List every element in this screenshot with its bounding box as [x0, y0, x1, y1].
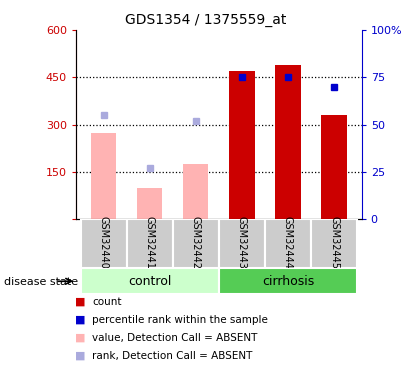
Text: control: control: [128, 275, 171, 288]
Text: GDS1354 / 1375559_at: GDS1354 / 1375559_at: [125, 13, 286, 27]
Bar: [127, 219, 173, 268]
Text: percentile rank within the sample: percentile rank within the sample: [92, 315, 268, 325]
Text: ■: ■: [75, 315, 85, 325]
Bar: [219, 268, 357, 294]
Bar: [173, 219, 219, 268]
Text: cirrhosis: cirrhosis: [262, 275, 314, 288]
Bar: [275, 65, 300, 219]
Bar: [321, 115, 347, 219]
Text: GSM32442: GSM32442: [191, 216, 201, 269]
Text: ■: ■: [75, 297, 85, 307]
Text: value, Detection Call = ABSENT: value, Detection Call = ABSENT: [92, 333, 258, 343]
Bar: [311, 219, 357, 268]
Bar: [265, 219, 311, 268]
Text: GSM32441: GSM32441: [145, 216, 155, 269]
Text: ■: ■: [75, 333, 85, 343]
Bar: [91, 133, 116, 219]
Text: GSM32444: GSM32444: [283, 216, 293, 269]
Bar: [137, 188, 162, 219]
Bar: [219, 219, 265, 268]
Text: GSM32445: GSM32445: [329, 216, 339, 269]
Text: GSM32440: GSM32440: [99, 216, 109, 269]
Text: rank, Detection Call = ABSENT: rank, Detection Call = ABSENT: [92, 351, 253, 361]
Bar: [81, 268, 219, 294]
Bar: [229, 71, 254, 219]
Text: disease state: disease state: [4, 277, 78, 287]
Text: ■: ■: [75, 351, 85, 361]
Bar: [81, 219, 127, 268]
Bar: [183, 164, 208, 219]
Text: count: count: [92, 297, 122, 307]
Text: GSM32443: GSM32443: [237, 216, 247, 269]
